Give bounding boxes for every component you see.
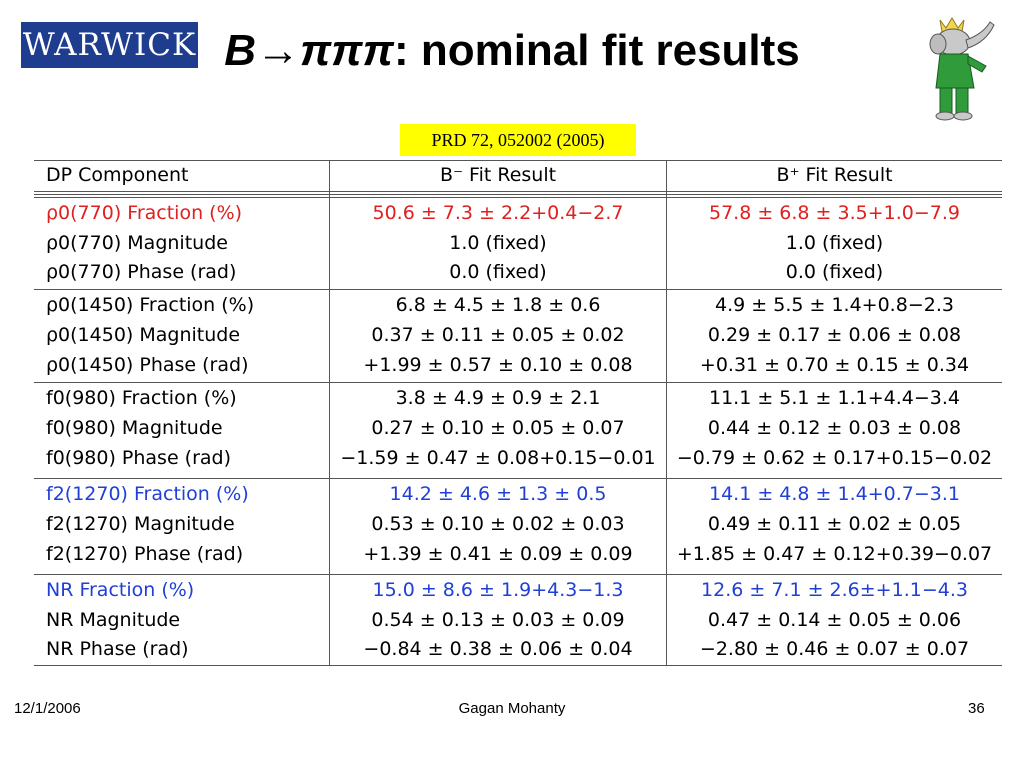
row-bminus-value: +1.39 ± 0.41 ± 0.09 ± 0.09	[363, 543, 633, 565]
row-bminus-value: 0.53 ± 0.10 ± 0.02 ± 0.03	[371, 513, 625, 535]
row-bplus-value: 0.49 ± 0.11 ± 0.02 ± 0.05	[707, 513, 962, 535]
row-label: ρ0(1450) Fraction (%)	[46, 294, 255, 316]
reference-label: PRD 72, 052002 (2005)	[400, 124, 636, 156]
footer-author: Gagan Mohanty	[458, 700, 566, 717]
title-symbol: B→πππ	[224, 26, 394, 75]
row-label: NR Fraction (%)	[46, 579, 195, 601]
table-column-divider	[666, 160, 667, 666]
title-text: : nominal fit results	[393, 26, 800, 75]
row-bplus-value: 11.1 ± 5.1 ± 1.1+4.4−3.4	[708, 387, 960, 409]
header-dp-component: DP Component	[46, 164, 189, 186]
row-bplus-value: 0.0 (fixed)	[785, 261, 884, 283]
row-bplus-value: 0.44 ± 0.12 ± 0.03 ± 0.08	[707, 417, 962, 439]
row-bplus-value: −0.79 ± 0.62 ± 0.17+0.15−0.02	[676, 447, 993, 469]
row-label: ρ0(1450) Phase (rad)	[46, 354, 249, 376]
row-label: ρ0(770) Magnitude	[46, 232, 228, 254]
header-bplus: B⁺ Fit Result	[776, 164, 893, 186]
row-label: f0(980) Magnitude	[46, 417, 223, 439]
table-row-divider	[34, 194, 1002, 195]
row-bminus-value: +1.99 ± 0.57 ± 0.10 ± 0.08	[363, 354, 633, 376]
row-bplus-value: 0.47 ± 0.14 ± 0.05 ± 0.06	[707, 609, 962, 631]
table-row-divider	[34, 574, 1002, 575]
row-bplus-value: 14.1 ± 4.8 ± 1.4+0.7−3.1	[708, 483, 960, 505]
warwick-logo: WARWICK	[21, 22, 198, 68]
row-bplus-value: −2.80 ± 0.46 ± 0.07 ± 0.07	[699, 638, 970, 660]
row-label: f2(1270) Fraction (%)	[46, 483, 249, 505]
row-bplus-value: 57.8 ± 6.8 ± 3.5+1.0−7.9	[708, 202, 960, 224]
row-bplus-value: 12.6 ± 7.1 ± 2.6±+1.1−4.3	[701, 579, 968, 601]
row-label: f0(980) Fraction (%)	[46, 387, 237, 409]
row-bplus-value: 0.29 ± 0.17 ± 0.06 ± 0.08	[707, 324, 962, 346]
row-bplus-value: +0.31 ± 0.70 ± 0.15 ± 0.34	[699, 354, 970, 376]
row-bminus-value: 0.27 ± 0.10 ± 0.05 ± 0.07	[371, 417, 625, 439]
table-row-divider	[34, 191, 1002, 192]
footer-date: 12/1/2006	[14, 700, 81, 717]
row-bminus-value: 15.0 ± 8.6 ± 1.9+4.3−1.3	[372, 579, 624, 601]
row-bminus-value: 14.2 ± 4.6 ± 1.3 ± 0.5	[389, 483, 607, 505]
row-bminus-value: −0.84 ± 0.38 ± 0.06 ± 0.04	[363, 638, 633, 660]
row-bminus-value: 0.37 ± 0.11 ± 0.05 ± 0.02	[371, 324, 625, 346]
table-row-divider	[34, 382, 1002, 383]
fit-results-table: DP Component B⁻ Fit Result B⁺ Fit Result ρ0…	[34, 160, 1002, 666]
row-bminus-value: 0.54 ± 0.13 ± 0.03 ± 0.09	[371, 609, 625, 631]
row-bplus-value: 1.0 (fixed)	[785, 232, 884, 254]
row-bminus-value: 6.8 ± 4.5 ± 1.8 ± 0.6	[395, 294, 601, 316]
page-number: 36	[968, 700, 985, 717]
row-label: f2(1270) Phase (rad)	[46, 543, 244, 565]
table-row-divider	[34, 665, 1002, 666]
row-label: ρ0(1450) Magnitude	[46, 324, 241, 346]
row-bplus-value: +1.85 ± 0.47 ± 0.12+0.39−0.07	[676, 543, 993, 565]
elephant-mascot-icon	[929, 17, 995, 121]
row-bminus-value: 1.0 (fixed)	[449, 232, 547, 254]
row-label: ρ0(770) Fraction (%)	[46, 202, 243, 224]
row-label: NR Phase (rad)	[46, 638, 189, 660]
row-label: ρ0(770) Phase (rad)	[46, 261, 237, 283]
row-bminus-value: −1.59 ± 0.47 ± 0.08+0.15−0.01	[340, 447, 656, 469]
row-bminus-value: 3.8 ± 4.9 ± 0.9 ± 2.1	[395, 387, 601, 409]
table-column-divider	[329, 160, 330, 666]
table-row-divider	[34, 197, 1002, 198]
slide-title: B→πππ: nominal fit results	[0, 26, 1024, 76]
table-row-divider	[34, 160, 1002, 161]
row-label: f2(1270) Magnitude	[46, 513, 235, 535]
row-bminus-value: 0.0 (fixed)	[449, 261, 547, 283]
header-bminus: B⁻ Fit Result	[439, 164, 557, 186]
table-row-divider	[34, 289, 1002, 290]
row-bplus-value: 4.9 ± 5.5 ± 1.4+0.8−2.3	[715, 294, 954, 316]
row-label: f0(980) Phase (rad)	[46, 447, 232, 469]
table-row-divider	[34, 478, 1002, 479]
logo-text: WARWICK	[22, 27, 197, 63]
row-label: NR Magnitude	[46, 609, 181, 631]
row-bminus-value: 50.6 ± 7.3 ± 2.2+0.4−2.7	[372, 202, 624, 224]
